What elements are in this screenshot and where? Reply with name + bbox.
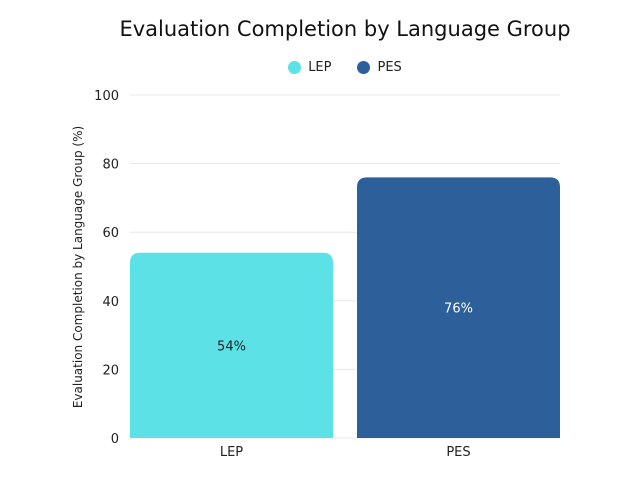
data-label-lep: 54% — [217, 339, 246, 354]
legend-item-lep[interactable]: LEP — [288, 60, 331, 75]
chart-title: Evaluation Completion by Language Group — [119, 17, 571, 41]
legend: LEP PES — [0, 60, 640, 75]
legend-item-pes[interactable]: PES — [357, 60, 402, 75]
y-tick-label-40: 40 — [102, 295, 119, 310]
legend-swatch-pes — [357, 61, 371, 74]
y-tick-label-80: 80 — [102, 158, 119, 173]
x-tick-label-lep: LEP — [220, 445, 243, 460]
y-tick-label-0: 0 — [111, 432, 119, 447]
x-axis-ticks: LEP PES — [220, 445, 471, 460]
legend-label-lep: LEP — [308, 60, 332, 75]
y-tick-label-100: 100 — [94, 89, 119, 104]
y-tick-label-60: 60 — [102, 226, 119, 241]
y-axis-ticks: 0 20 40 60 80 100 — [94, 89, 119, 447]
x-tick-label-pes: PES — [446, 445, 470, 460]
bar-data-labels: 54% 76% — [217, 302, 473, 355]
legend-swatch-lep — [288, 61, 302, 74]
data-label-pes: 76% — [444, 302, 473, 317]
legend-label-pes: PES — [377, 60, 402, 75]
bar-lep[interactable] — [130, 252, 333, 438]
bar-pes[interactable] — [357, 177, 560, 438]
bars — [130, 177, 560, 438]
y-tick-label-20: 20 — [102, 363, 119, 378]
y-axis-label: Evaluation Completion by Language Group … — [71, 126, 85, 408]
